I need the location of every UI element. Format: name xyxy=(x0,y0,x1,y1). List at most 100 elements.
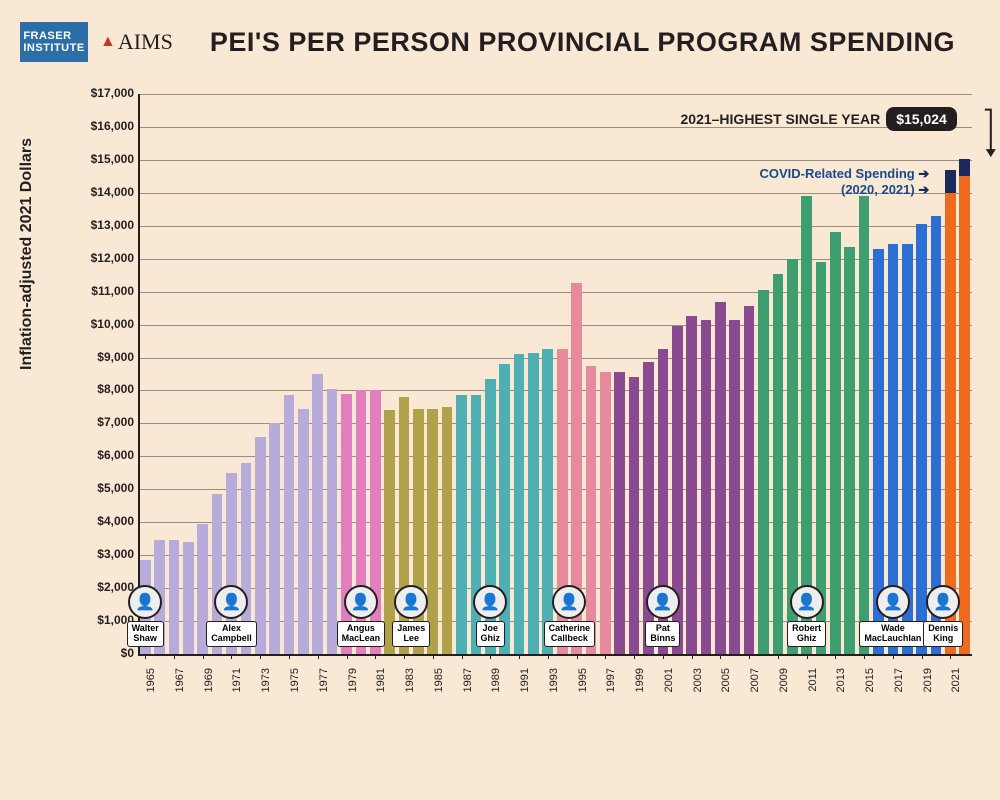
bar xyxy=(442,94,453,654)
premier-marker: 👤PatBinns xyxy=(635,585,691,647)
x-tick xyxy=(720,654,721,659)
y-tick-label: $15,000 xyxy=(80,152,134,166)
y-tick-label: $3,000 xyxy=(80,547,134,561)
x-tick-label: 1967 xyxy=(174,668,186,718)
premier-name: JamesLee xyxy=(392,621,430,647)
bar xyxy=(399,94,410,654)
x-tick xyxy=(634,654,635,659)
bar xyxy=(327,94,338,654)
x-tick xyxy=(692,654,693,659)
premier-portrait: 👤 xyxy=(926,585,960,619)
premier-portrait: 👤 xyxy=(128,585,162,619)
bar xyxy=(686,94,697,654)
x-tick xyxy=(260,654,261,659)
x-tick-label: 2007 xyxy=(749,668,761,718)
x-tick-label: 1987 xyxy=(462,668,474,718)
y-tick-label: $11,000 xyxy=(80,284,134,298)
y-tick-label: $8,000 xyxy=(80,382,134,396)
x-tick xyxy=(893,654,894,659)
y-tick-label: $9,000 xyxy=(80,350,134,364)
x-tick-label: 2015 xyxy=(864,668,876,718)
lighthouse-icon: ▲ xyxy=(100,33,116,51)
y-axis-title: Inflation-adjusted 2021 Dollars xyxy=(18,138,36,370)
premier-name: WalterShaw xyxy=(127,621,164,647)
bar xyxy=(701,94,712,654)
premier-portrait: 👤 xyxy=(552,585,586,619)
bar xyxy=(528,94,539,654)
x-tick-label: 2013 xyxy=(835,668,847,718)
y-tick-label: $7,000 xyxy=(80,415,134,429)
premier-name: PatBinns xyxy=(645,621,680,647)
premier-name: JoeGhiz xyxy=(476,621,506,647)
x-tick xyxy=(605,654,606,659)
y-tick-label: $14,000 xyxy=(80,185,134,199)
premier-marker: 👤WadeMacLauchlan xyxy=(865,585,921,647)
bar xyxy=(586,94,597,654)
premier-marker: 👤AlexCampbell xyxy=(203,585,259,647)
bar xyxy=(514,94,525,654)
x-tick-label: 1965 xyxy=(145,668,157,718)
x-tick-label: 1999 xyxy=(634,668,646,718)
x-tick-label: 1969 xyxy=(203,668,215,718)
bar xyxy=(643,94,654,654)
y-tick-label: $6,000 xyxy=(80,448,134,462)
annotation-highest: 2021–HIGHEST SINGLE YEAR$15,024 xyxy=(681,107,957,131)
bar xyxy=(413,94,424,654)
header: FRASER INSTITUTE ▲ AIMS PEI'S PER PERSON… xyxy=(20,22,980,62)
x-tick-label: 1989 xyxy=(490,668,502,718)
premier-name: AngusMacLean xyxy=(337,621,386,647)
bar xyxy=(557,94,568,654)
premier-portrait: 👤 xyxy=(790,585,824,619)
bar xyxy=(600,94,611,654)
bar xyxy=(212,94,223,654)
bar xyxy=(945,94,956,654)
x-tick xyxy=(433,654,434,659)
x-tick-label: 1977 xyxy=(318,668,330,718)
annotation-covid-line2: (2020, 2021) ➔ xyxy=(759,182,929,198)
y-tick-label: $5,000 xyxy=(80,481,134,495)
x-tick xyxy=(318,654,319,659)
premier-marker: 👤JamesLee xyxy=(383,585,439,647)
x-tick-label: 1993 xyxy=(548,668,560,718)
gridline xyxy=(138,654,972,656)
x-tick-label: 2005 xyxy=(720,668,732,718)
y-tick-label: $17,000 xyxy=(80,86,134,100)
x-tick-label: 2017 xyxy=(893,668,905,718)
x-tick-label: 2003 xyxy=(692,668,704,718)
bar xyxy=(571,94,582,654)
bar xyxy=(298,94,309,654)
x-tick-label: 1979 xyxy=(347,668,359,718)
chart-title: PEI'S PER PERSON PROVINCIAL PROGRAM SPEN… xyxy=(185,27,980,58)
x-tick xyxy=(807,654,808,659)
x-tick-label: 2009 xyxy=(778,668,790,718)
premier-marker: 👤CatherineCallbeck xyxy=(541,585,597,647)
premier-portrait: 👤 xyxy=(214,585,248,619)
x-tick-label: 1997 xyxy=(605,668,617,718)
x-tick xyxy=(835,654,836,659)
x-tick-label: 2011 xyxy=(807,668,819,718)
y-tick-label: $16,000 xyxy=(80,119,134,133)
bar xyxy=(384,94,395,654)
bar xyxy=(658,94,669,654)
x-tick xyxy=(778,654,779,659)
bar xyxy=(370,94,381,654)
x-tick xyxy=(577,654,578,659)
bar xyxy=(485,94,496,654)
bar xyxy=(197,94,208,654)
bar xyxy=(715,94,726,654)
x-tick xyxy=(519,654,520,659)
bar xyxy=(255,94,266,654)
x-tick xyxy=(749,654,750,659)
bar xyxy=(312,94,323,654)
x-tick xyxy=(864,654,865,659)
premier-portrait: 👤 xyxy=(473,585,507,619)
x-tick xyxy=(231,654,232,659)
bar xyxy=(542,94,553,654)
bar xyxy=(183,94,194,654)
annotation-covid-line1: COVID-Related Spending ➔ xyxy=(759,166,929,182)
premier-name: DennisKing xyxy=(923,621,963,647)
bar xyxy=(499,94,510,654)
x-tick xyxy=(203,654,204,659)
premier-portrait: 👤 xyxy=(876,585,910,619)
annotation-highest-value: $15,024 xyxy=(886,107,957,131)
